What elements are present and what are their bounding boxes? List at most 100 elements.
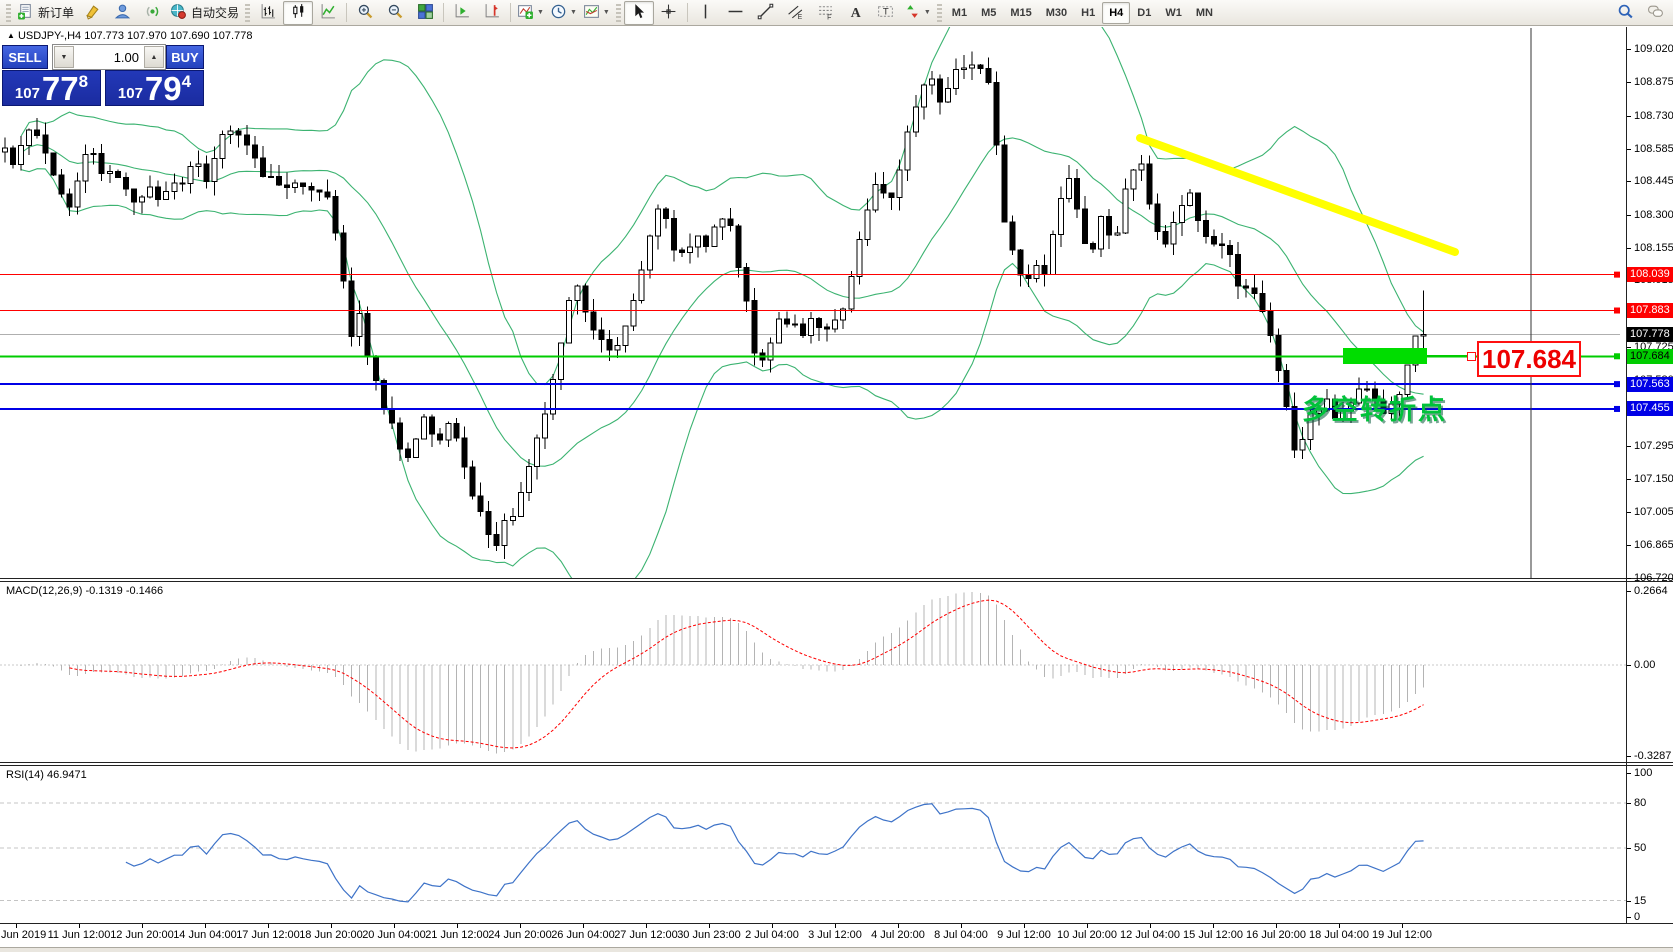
- search-icon: [1617, 3, 1634, 23]
- autotrade-button[interactable]: 自动交易: [167, 1, 242, 25]
- profile-button[interactable]: [107, 1, 137, 25]
- rsi-label: 15: [1634, 895, 1647, 907]
- periods-button[interactable]: ▼: [547, 1, 580, 25]
- time-label: 26 Jun 04:00: [551, 929, 615, 941]
- timeframe-MN[interactable]: MN: [1195, 6, 1213, 19]
- panel-divider[interactable]: [0, 762, 1673, 763]
- candlestick-chart-button[interactable]: [283, 0, 314, 25]
- indicators-button[interactable]: ▼: [514, 1, 547, 25]
- price-text-label-object[interactable]: 107.684: [1477, 341, 1581, 377]
- price-label: 108.155: [1634, 242, 1673, 254]
- timeframe-H4[interactable]: H4: [1102, 1, 1131, 24]
- tile-windows-button[interactable]: [410, 1, 440, 25]
- volume-input[interactable]: 1.00: [113, 49, 139, 65]
- main-chart-panel[interactable]: [0, 27, 1626, 578]
- timeframe-D1[interactable]: D1: [1137, 6, 1152, 19]
- buy-price-display[interactable]: 107 79 4: [105, 70, 204, 106]
- buy-button[interactable]: BUY: [166, 45, 204, 69]
- sell-button[interactable]: SELL: [2, 45, 48, 69]
- price-marker-108.039: 108.039: [1627, 267, 1673, 282]
- time-label: 18 Jun 20:00: [299, 929, 363, 941]
- price-marker-107.563: 107.563: [1627, 377, 1673, 392]
- toolbar-grip[interactable]: [245, 3, 251, 22]
- macd-panel[interactable]: [0, 583, 1626, 762]
- new-order-label: 新订单: [38, 6, 75, 20]
- toolbar-grip[interactable]: [6, 3, 11, 22]
- price-label: 107.150: [1634, 473, 1673, 485]
- crosshair-button[interactable]: [654, 1, 684, 25]
- timeframe-H1[interactable]: H1: [1081, 6, 1096, 19]
- time-label: 19 Jul 12:00: [1372, 929, 1432, 941]
- ohlc-values: 107.773 107.970 107.690 107.778: [84, 30, 253, 42]
- time-label: 2 Jul 04:00: [745, 929, 799, 941]
- time-label: 30 Jun 23:00: [677, 929, 741, 941]
- volume-decrease-button[interactable]: ▼: [54, 46, 74, 68]
- vertical-line-button[interactable]: [691, 1, 721, 25]
- text-label-button[interactable]: T: [871, 1, 901, 25]
- time-tick: [1024, 924, 1025, 928]
- zoom-out-button[interactable]: [380, 1, 410, 25]
- timeframe-M15[interactable]: M15: [1010, 6, 1032, 19]
- panel-divider[interactable]: [0, 765, 1673, 766]
- sell-price-display[interactable]: 107 77 8: [2, 70, 101, 106]
- toolbar-grip[interactable]: [936, 3, 942, 22]
- chinese-annotation-text[interactable]: 多空转折点: [1302, 395, 1447, 425]
- time-label: 10 Jun 2019: [0, 929, 47, 941]
- label-anchor-marker[interactable]: [1467, 352, 1476, 361]
- price-label: 109.020: [1634, 43, 1673, 55]
- time-tick: [898, 924, 899, 928]
- crosshair-icon: [660, 3, 677, 23]
- trendline-button[interactable]: [751, 1, 781, 25]
- rsi-label: 0: [1634, 911, 1641, 923]
- horizontal-line-icon: [727, 3, 744, 23]
- chat-button[interactable]: [1640, 1, 1670, 25]
- line-chart-icon: [320, 3, 337, 23]
- time-tick: [331, 924, 332, 928]
- timeframe-M1[interactable]: M1: [951, 6, 968, 19]
- horizontal-line-button[interactable]: [721, 1, 751, 25]
- time-tick: [709, 924, 710, 928]
- auto-scroll-button[interactable]: [447, 1, 477, 25]
- new-order-button[interactable]: 新订单: [14, 1, 77, 25]
- highlighter-button[interactable]: [77, 1, 107, 25]
- time-tick: [772, 924, 773, 928]
- search-button[interactable]: [1610, 1, 1640, 25]
- rsi-panel[interactable]: [0, 766, 1626, 923]
- time-tick: [16, 924, 17, 928]
- signal-button[interactable]: [137, 1, 167, 25]
- text-button[interactable]: A: [841, 1, 871, 25]
- chart-bottom-border: [0, 923, 1673, 924]
- cursor-button[interactable]: [623, 0, 654, 25]
- indicators-icon: [517, 3, 534, 23]
- time-tick: [1213, 924, 1214, 928]
- price-tick: [1627, 347, 1631, 348]
- time-label: 3 Jul 12:00: [808, 929, 862, 941]
- fibonacci-button[interactable]: F: [811, 1, 841, 25]
- zoom-in-button[interactable]: [350, 1, 380, 25]
- price-tick: [1627, 479, 1631, 480]
- panel-divider[interactable]: [0, 578, 1673, 579]
- price-tick: [1627, 215, 1631, 216]
- candlestick-icon: [290, 3, 307, 23]
- price-label: 108.585: [1634, 143, 1673, 155]
- line-chart-button[interactable]: [313, 1, 343, 25]
- volume-increase-button[interactable]: ▲: [144, 46, 164, 68]
- timeframe-W1[interactable]: W1: [1165, 6, 1182, 19]
- bar-chart-icon: [260, 3, 277, 23]
- channel-icon: E: [787, 3, 804, 23]
- template-button[interactable]: ▼: [580, 1, 613, 25]
- price-label: 107.005: [1634, 506, 1673, 518]
- profile-icon: [114, 3, 131, 23]
- timeframe-M5[interactable]: M5: [981, 6, 997, 19]
- arrows-button[interactable]: ▼: [901, 1, 934, 25]
- timeframe-M30[interactable]: M30: [1045, 6, 1068, 19]
- bar-chart-button[interactable]: [253, 1, 283, 25]
- collapse-icon[interactable]: ▲: [7, 31, 15, 40]
- chart-shift-button[interactable]: [477, 1, 507, 25]
- equidistant-channel-button[interactable]: E: [781, 1, 811, 25]
- panel-divider[interactable]: [0, 581, 1673, 582]
- toolbar-separator: [443, 3, 445, 22]
- new-order-icon: [17, 3, 34, 23]
- toolbar-grip[interactable]: [615, 3, 621, 22]
